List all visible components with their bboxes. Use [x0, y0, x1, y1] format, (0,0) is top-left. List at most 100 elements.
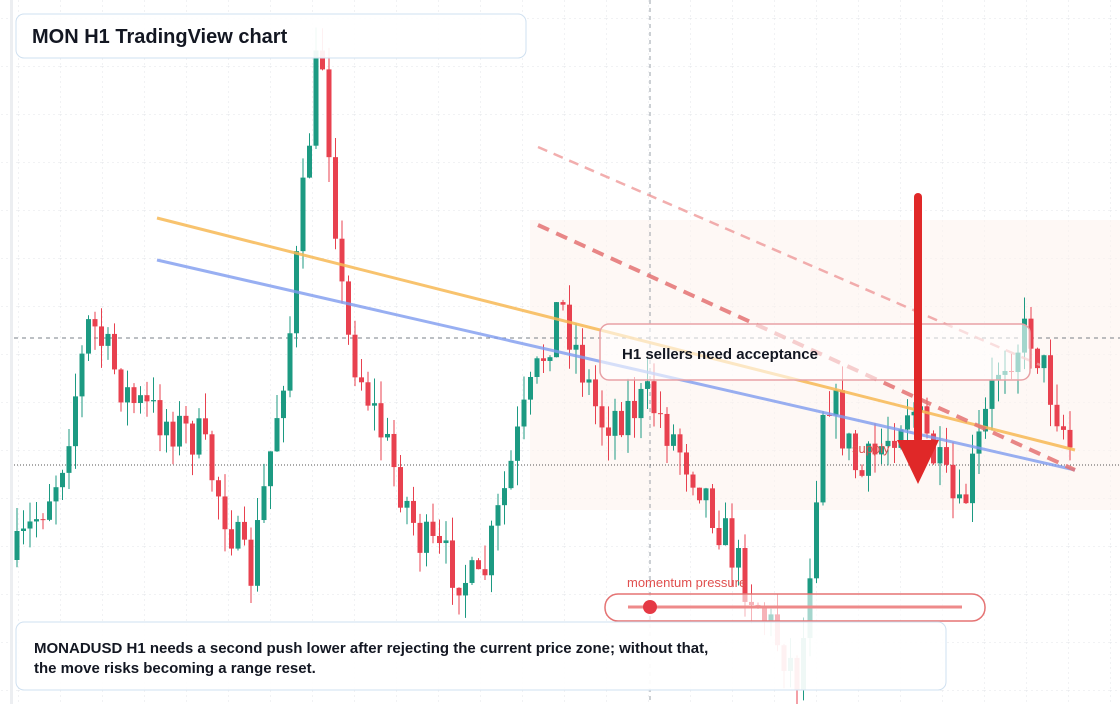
candle-body [378, 403, 384, 438]
candle-body [976, 431, 982, 454]
summary-line: the move risks becoming a range reset. [34, 660, 316, 677]
candle-body [521, 399, 527, 427]
candle-body [664, 413, 670, 446]
candle-body [417, 522, 423, 553]
momentum-label: momentum pressure [627, 575, 746, 590]
candle-body [144, 395, 150, 402]
candle-body [554, 302, 559, 358]
candle-body [1028, 318, 1034, 349]
candle-body [1035, 348, 1040, 369]
candle-body [723, 518, 728, 546]
candle-body [541, 358, 546, 361]
summary-line: MONADUSD H1 needs a second push lower af… [34, 640, 708, 657]
candle-body [632, 400, 637, 419]
candle-body [320, 50, 325, 70]
candle-body [645, 381, 650, 389]
candle-body [482, 569, 488, 576]
candle-body [248, 539, 254, 586]
candle-body [391, 433, 397, 468]
candle-body [79, 353, 85, 397]
arrow-shaft [914, 193, 922, 443]
candle-body [307, 145, 312, 178]
candle-body [73, 396, 78, 447]
candle-body [937, 447, 943, 464]
candle-body [508, 460, 514, 489]
candle-body [606, 427, 611, 436]
candle-body [924, 406, 930, 434]
candle-body [820, 414, 826, 503]
candle-body [216, 480, 221, 497]
candle-body [710, 488, 715, 529]
callout-box [599, 323, 1031, 381]
candle-body [944, 447, 949, 465]
candle-body [99, 326, 104, 346]
candle-body [970, 453, 975, 504]
candle-body [287, 333, 293, 391]
candle-body [151, 400, 156, 402]
candle-body [1067, 429, 1073, 448]
candle-body [625, 400, 631, 436]
candle-body [671, 434, 676, 446]
arrow-head [897, 440, 939, 484]
candle-body [619, 410, 624, 436]
candle-body [840, 390, 845, 449]
candle-body [885, 440, 891, 447]
candle-body [742, 548, 748, 602]
candle-body [190, 423, 195, 455]
candle-body [866, 443, 871, 476]
candle-body [118, 369, 124, 403]
candle-body [612, 410, 618, 436]
candle-body [963, 494, 969, 504]
candle-body [859, 470, 865, 476]
candle-body [385, 433, 390, 438]
summary-box [15, 621, 947, 691]
candle-body [47, 501, 52, 520]
candle-body [430, 521, 436, 536]
candle-body [346, 281, 351, 335]
candle-body [53, 487, 59, 502]
left-edge [10, 0, 13, 704]
candle-body [60, 472, 65, 488]
candle-body [573, 344, 579, 350]
candle-body [1041, 355, 1047, 369]
candle-body [489, 525, 494, 576]
candle-body [703, 488, 709, 501]
candle-body [66, 446, 72, 473]
candle-body [359, 377, 364, 383]
candle-body [86, 319, 91, 354]
candle-body [281, 390, 286, 419]
candle-body [105, 333, 111, 346]
candle-body [196, 418, 202, 455]
candle-body [411, 500, 416, 523]
candle-body [164, 421, 169, 436]
candle-body [827, 414, 832, 416]
candle-body [1048, 355, 1053, 405]
candle-body [651, 381, 657, 414]
light-dashed-trendline [537, 145, 1041, 367]
candle-body [528, 376, 533, 400]
candle-body [424, 521, 429, 553]
candle-body [658, 413, 663, 415]
candle-body [638, 388, 644, 419]
title: MON H1 TradingView chart [32, 26, 288, 48]
candle-body [456, 587, 462, 596]
candle-body [853, 433, 858, 471]
candle-body [950, 464, 956, 499]
candle-body [365, 382, 371, 406]
candle-body [450, 540, 455, 588]
candle-body [92, 319, 98, 327]
candle-body [593, 379, 598, 407]
candle-body [274, 418, 280, 452]
candle-body [203, 418, 208, 435]
candle-body [580, 344, 585, 383]
candle-body [677, 434, 683, 453]
candle-body [690, 474, 696, 488]
candle-body [177, 415, 182, 447]
candle-body [170, 421, 176, 447]
candle-body [27, 521, 33, 529]
candle-body [515, 426, 520, 461]
candle-body [300, 177, 306, 252]
candle-body [599, 406, 605, 428]
candle-body [313, 50, 319, 146]
